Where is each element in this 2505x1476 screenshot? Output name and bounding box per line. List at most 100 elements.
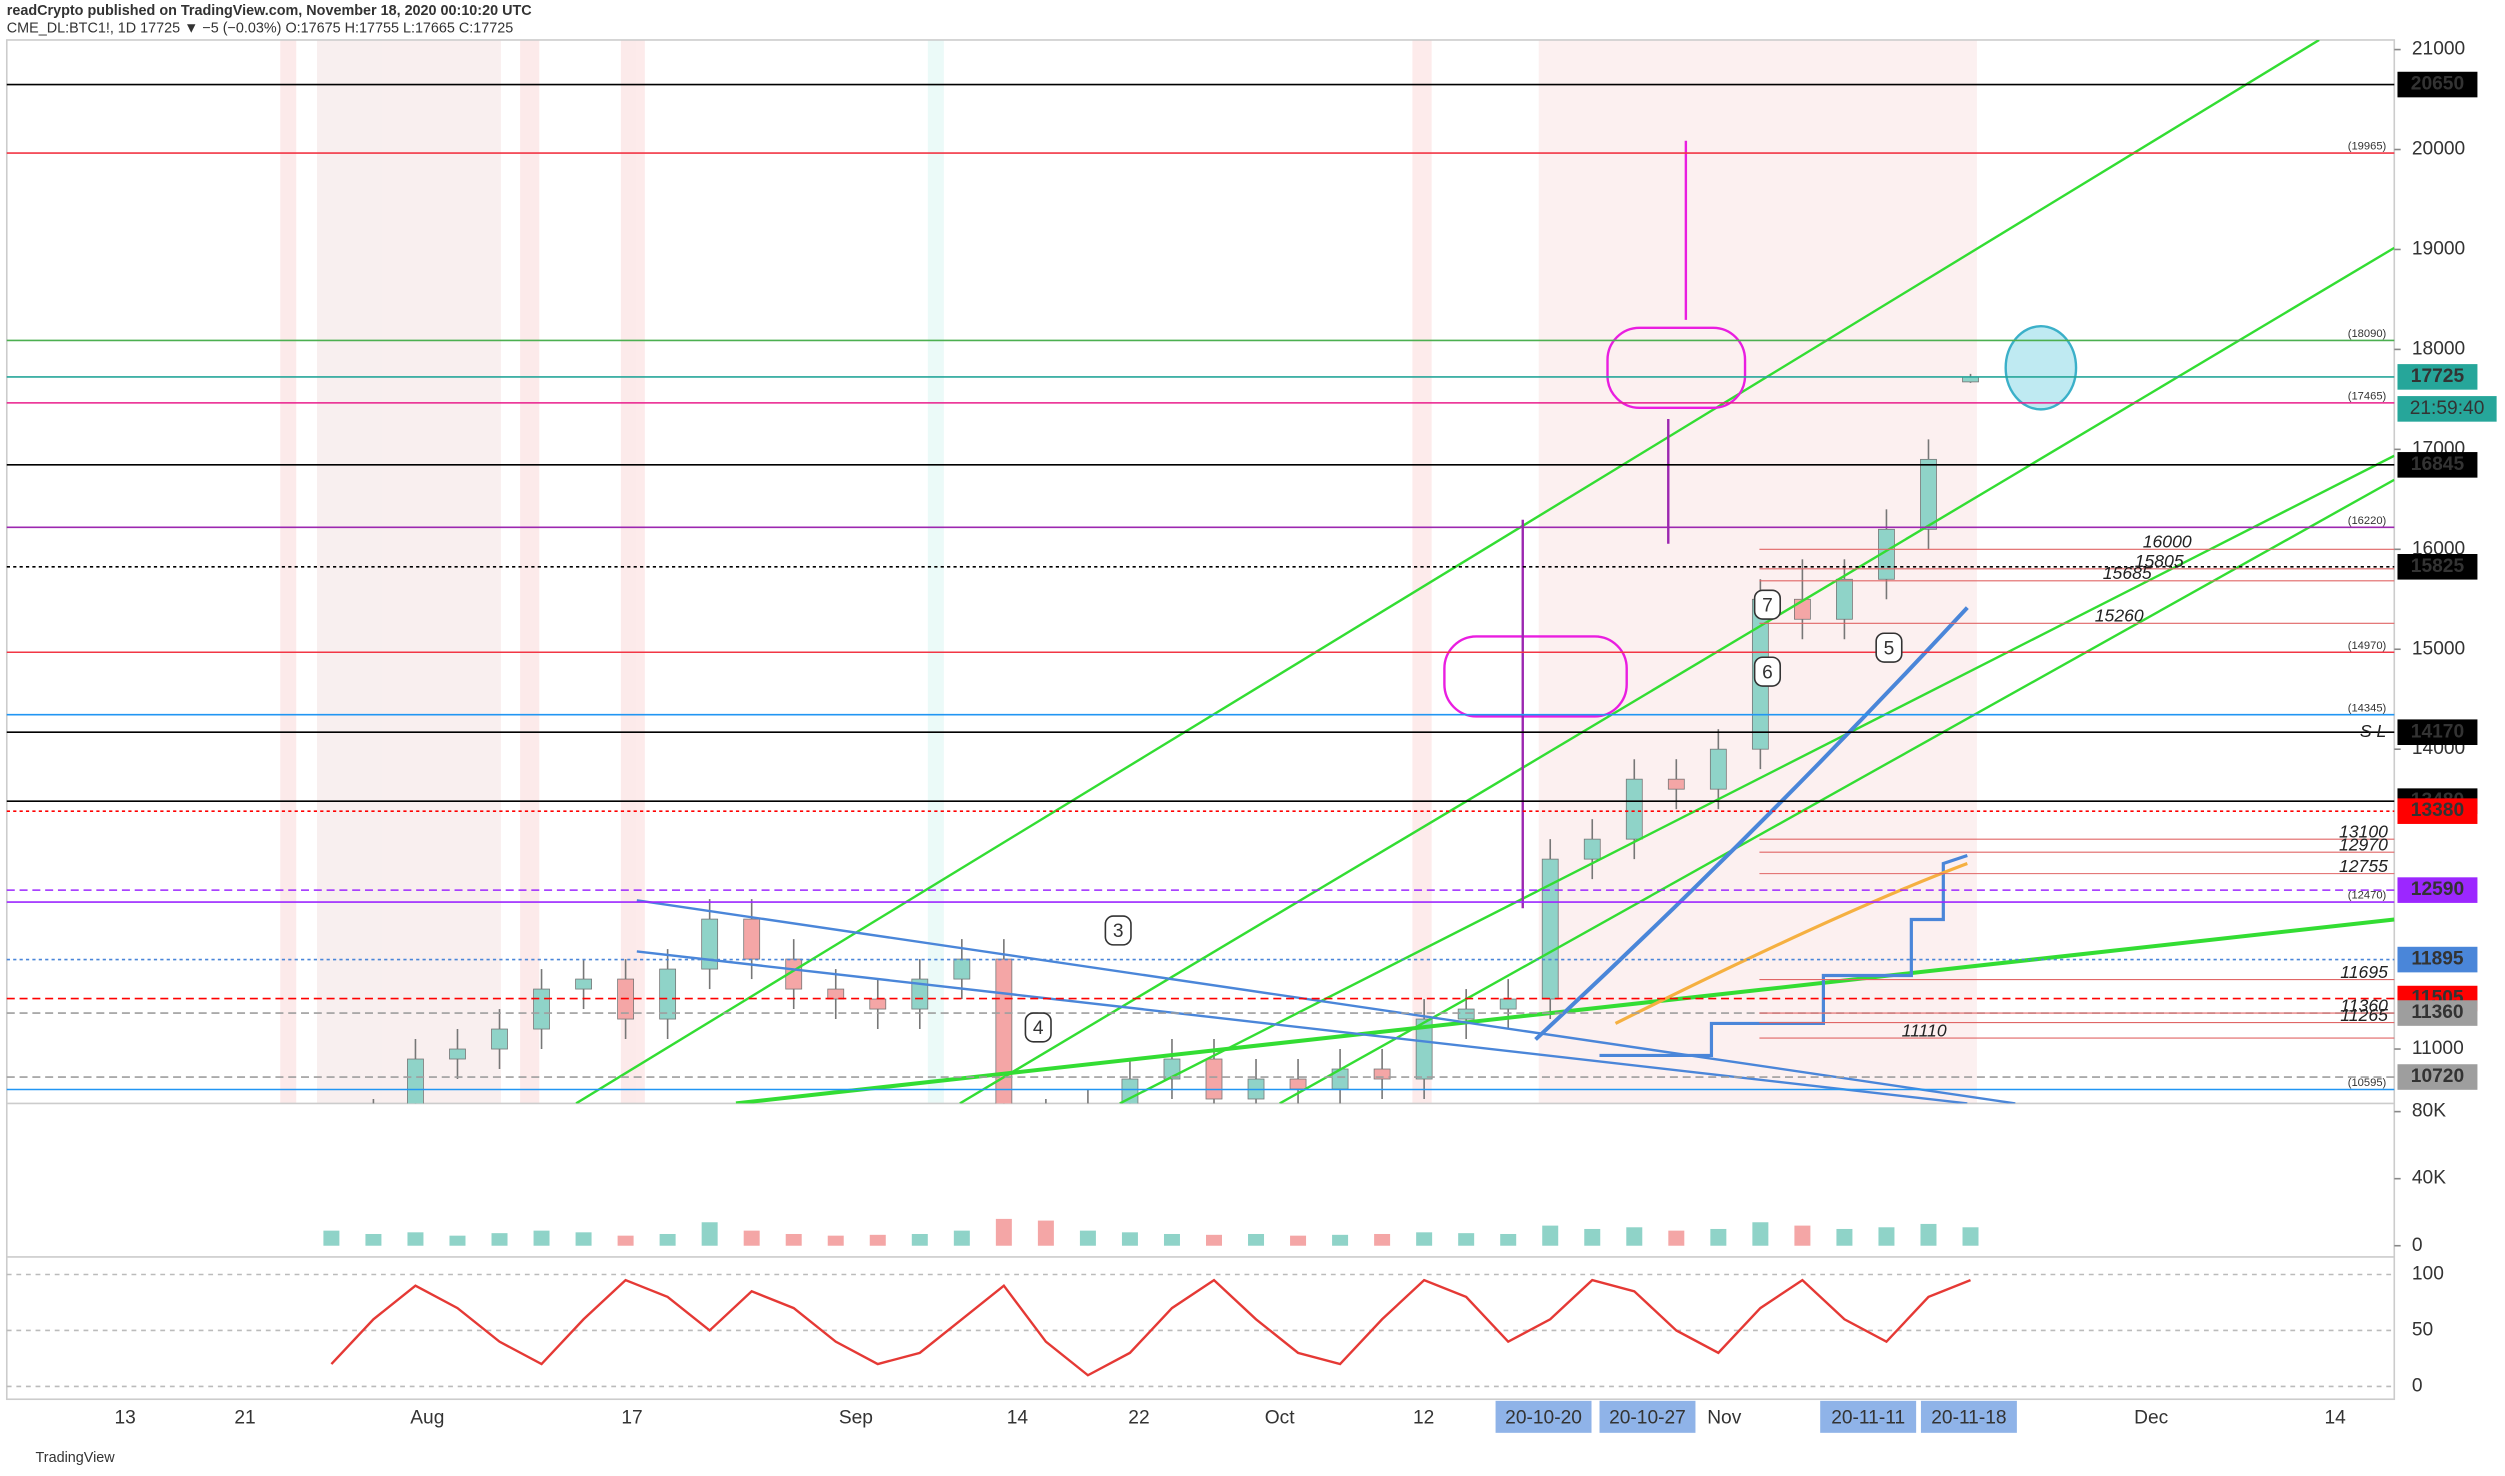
y-tick-label: 20000 <box>2412 139 2465 160</box>
level-label: (18090) <box>2348 328 2387 340</box>
x-tick-label: Oct <box>1265 1407 1295 1428</box>
marker-label: 4 <box>1033 1018 1044 1039</box>
x-tick-label: 20-10-27 <box>1609 1407 1686 1428</box>
candle-body <box>1205 1058 1223 1100</box>
note-label: 16000 <box>2143 532 2192 552</box>
level-label: (16220) <box>2348 515 2387 527</box>
volume-bar <box>701 1222 718 1246</box>
candle-body <box>953 958 971 980</box>
candle-body <box>1289 1078 1307 1090</box>
level-label: (19965) <box>2348 141 2387 153</box>
x-tick-label: Sep <box>839 1407 873 1428</box>
x-tick-label: 12 <box>1413 1407 1434 1428</box>
level-label: (10595) <box>2348 1077 2387 1089</box>
candle-body <box>533 988 550 1030</box>
stoch-tick-label: 0 <box>2412 1376 2423 1397</box>
x-label-highlight <box>1495 1400 1592 1433</box>
price-box <box>2397 877 2478 903</box>
volume-bar <box>491 1233 508 1246</box>
note-label: 12755 <box>2339 856 2388 876</box>
volume-bar <box>407 1232 424 1246</box>
volume-bar <box>785 1233 802 1246</box>
volume-bar <box>449 1235 466 1246</box>
stoch-tick-label: 50 <box>2412 1320 2433 1341</box>
note-label: 11360 <box>2340 995 2388 1015</box>
candle-body <box>1667 778 1685 790</box>
stoch-tick-label: 100 <box>2412 1264 2444 1285</box>
volume-bar <box>365 1233 382 1246</box>
note-label: 13100 <box>2339 821 2388 841</box>
volume-bar <box>1626 1227 1643 1246</box>
volume-bar <box>1500 1233 1517 1246</box>
sl-label: S L <box>2360 721 2386 741</box>
volume-bar <box>827 1235 844 1246</box>
marker-box <box>1024 1012 1052 1043</box>
x-tick-label: 17 <box>621 1407 642 1428</box>
volume-bar <box>1374 1233 1391 1246</box>
y-tick-label: 19000 <box>2412 239 2465 260</box>
price-box <box>2397 71 2478 98</box>
symbol-line: CME_DL:BTC1!, 1D 17725 ▼ −5 (−0.03%) O:1… <box>7 21 513 37</box>
price-box-label: 14170 <box>2411 721 2464 742</box>
price-box <box>2397 452 2478 478</box>
volume-bar <box>1332 1234 1349 1246</box>
volume-bar <box>1710 1228 1727 1246</box>
volume-bar <box>1962 1227 1979 1246</box>
level-label: (14970) <box>2348 640 2387 652</box>
countdown-box <box>2397 396 2497 422</box>
candle-body <box>1625 778 1643 840</box>
x-label-highlight <box>1920 1400 2017 1433</box>
header: readCrypto published on TradingView.com,… <box>7 3 532 19</box>
price-box-label: 17725 <box>2411 366 2465 387</box>
volume-bar <box>1248 1233 1265 1246</box>
candle-body <box>1583 838 1601 860</box>
x-tick-label: 22 <box>1128 1407 1149 1428</box>
volume-bar <box>1794 1225 1811 1246</box>
volume-bar <box>1290 1235 1307 1246</box>
candle-body <box>743 918 761 960</box>
stoch-line <box>330 1278 1971 1377</box>
y-tick-label: 15000 <box>2412 638 2465 659</box>
candle-body <box>491 1028 508 1050</box>
footer: TradingView <box>36 1450 116 1466</box>
price-box <box>2397 1000 2478 1026</box>
candle-body <box>1457 1008 1475 1020</box>
marker-label: 6 <box>1762 662 1773 683</box>
candle-body <box>869 998 887 1010</box>
candle-body <box>701 918 719 970</box>
volume-bar <box>1206 1234 1222 1246</box>
x-label-highlight <box>1599 1400 1696 1433</box>
level-label: (12470) <box>2348 890 2387 902</box>
candle-body <box>1709 748 1727 790</box>
price-box <box>2397 946 2478 973</box>
note-label: 11265 <box>2340 1005 2388 1025</box>
candle-body <box>1920 458 1937 530</box>
note-label: 15685 <box>2103 563 2152 583</box>
candle-body <box>827 988 845 1000</box>
marker-label: 5 <box>1884 638 1895 659</box>
note-label: 11695 <box>2340 962 2388 982</box>
x-label-highlight <box>1820 1400 1917 1433</box>
candle-body <box>449 1048 466 1060</box>
volume-bar <box>1079 1230 1096 1246</box>
candle-body <box>575 978 592 990</box>
volume-bar <box>323 1230 340 1246</box>
x-tick-label: Aug <box>410 1407 444 1428</box>
candle-body <box>911 978 929 1010</box>
x-tick-label: 20-10-20 <box>1505 1407 1582 1428</box>
y-tick-label: 18000 <box>2412 338 2465 359</box>
price-box-label: 11895 <box>2411 949 2464 970</box>
price-box <box>2397 719 2478 745</box>
marker-box <box>1104 915 1132 946</box>
price-box-label: 10720 <box>2411 1066 2464 1087</box>
x-tick-label: 20-11-11 <box>1831 1407 1905 1428</box>
volume-bar <box>1121 1232 1138 1246</box>
x-tick-label: 14 <box>2324 1407 2346 1428</box>
volume-bar <box>575 1232 592 1246</box>
x-tick-label: 13 <box>114 1407 135 1428</box>
candle-body <box>1499 998 1517 1010</box>
volume-bar <box>911 1233 928 1246</box>
note-label: 15260 <box>2095 606 2144 626</box>
x-tick-label: 20-11-18 <box>1931 1407 2006 1428</box>
